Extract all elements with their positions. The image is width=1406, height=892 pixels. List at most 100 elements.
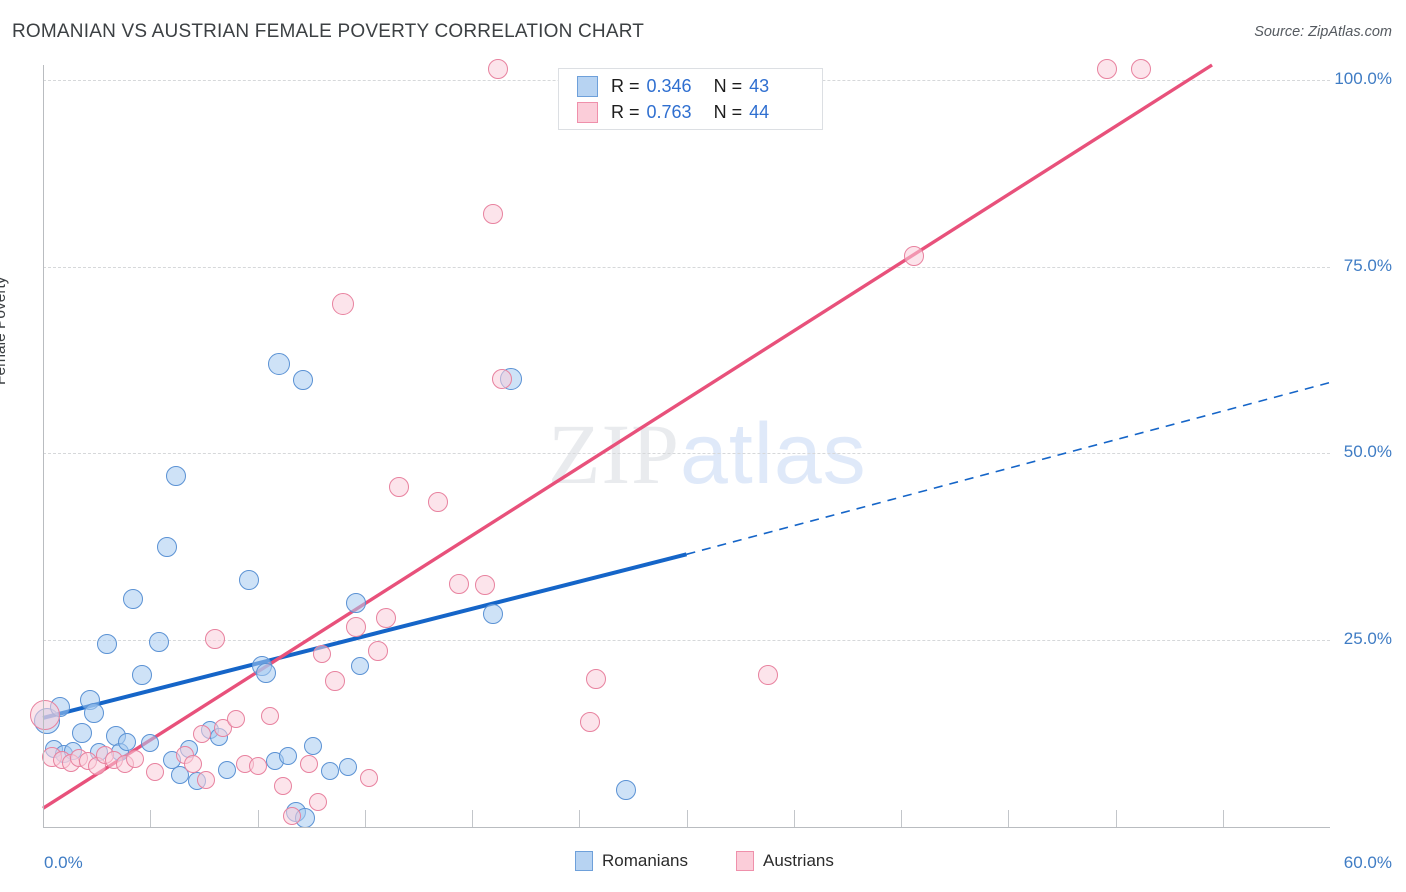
correlation-legend: R = 0.346 N = 43 R = 0.763 N = 44 [558,68,823,130]
data-point-romanians[interactable] [84,702,105,723]
data-point-austrians[interactable] [474,574,495,595]
data-point-austrians[interactable] [1096,58,1117,79]
data-point-austrians[interactable] [346,616,367,637]
series-legend-item-romanians[interactable]: Romanians [575,851,688,871]
legend-r-value-romanians: 0.346 [646,75,692,96]
data-point-romanians[interactable] [346,592,367,613]
data-point-romanians[interactable] [338,758,357,777]
data-point-romanians[interactable] [351,657,370,676]
data-point-austrians[interactable] [586,669,607,690]
data-point-romanians[interactable] [117,732,136,751]
series-swatch-austrians [736,851,754,871]
gridline-75 [43,266,1330,268]
data-point-austrians[interactable] [261,707,280,726]
legend-row-romanians: R = 0.346 N = 43 [577,73,769,99]
data-point-austrians[interactable] [308,793,327,812]
data-point-romanians[interactable] [148,631,169,652]
data-point-austrians[interactable] [227,710,246,729]
x-axis-tick [793,810,795,827]
legend-r-label-austrians: R = [611,101,640,122]
data-point-austrians[interactable] [579,712,600,733]
data-point-austrians[interactable] [312,644,331,663]
x-axis-tick [579,810,581,827]
gridline-50 [43,453,1330,455]
trend-line-austrians [42,63,1213,810]
y-axis-label-75: 75.0% [1343,255,1392,275]
data-point-austrians[interactable] [1131,58,1152,79]
x-axis-tick [1115,810,1117,827]
data-point-romanians[interactable] [292,370,313,391]
data-point-austrians[interactable] [204,628,225,649]
data-point-austrians[interactable] [376,607,397,628]
data-point-romanians[interactable] [97,633,118,654]
data-point-romanians[interactable] [616,779,637,800]
gridline-25 [43,640,1330,642]
y-axis-label-100: 100.0% [1334,68,1392,88]
legend-n-value-austrians: 44 [749,101,770,122]
data-point-romanians[interactable] [267,352,290,375]
x-axis-min-label: 0.0% [44,853,83,872]
data-point-romanians[interactable] [157,536,178,557]
data-point-austrians[interactable] [30,699,61,730]
data-point-austrians[interactable] [360,769,379,788]
data-point-romanians[interactable] [141,733,160,752]
x-axis-tick [901,810,902,827]
legend-n-label-romanians: N = [713,75,743,96]
y-axis-label-25: 25.0% [1343,629,1392,649]
x-axis-tick [150,810,152,827]
series-swatch-romanians [575,851,593,871]
x-axis-tick [472,810,473,827]
data-point-romanians[interactable] [131,665,152,686]
plot-area: ZIPatlas [30,58,1331,829]
series-legend-item-austrians[interactable]: Austrians [736,851,834,871]
x-axis-tick [364,810,366,827]
data-point-romanians[interactable] [483,604,504,625]
data-point-austrians[interactable] [483,204,504,225]
data-point-romanians[interactable] [321,761,340,780]
x-axis-tick [1008,810,1010,827]
data-point-austrians[interactable] [299,755,318,774]
data-point-austrians[interactable] [126,750,145,769]
data-point-austrians[interactable] [449,574,470,595]
data-point-austrians[interactable] [197,770,216,789]
page-title: ROMANIAN VS AUSTRIAN FEMALE POVERTY CORR… [12,21,645,42]
legend-swatch-romanians [577,75,598,97]
data-point-austrians[interactable] [145,762,164,781]
x-axis-tick [1222,810,1224,827]
data-point-austrians[interactable] [903,245,924,266]
legend-r-value-austrians: 0.763 [646,101,692,122]
data-point-romanians[interactable] [238,570,259,591]
series-label-austrians: Austrians [763,851,834,870]
data-point-romanians[interactable] [218,761,237,780]
data-point-austrians[interactable] [427,492,448,513]
legend-swatch-austrians [577,101,598,123]
data-point-austrians[interactable] [332,293,355,316]
x-axis-max-label: 60.0% [1343,853,1392,872]
trend-lines [42,63,1331,810]
data-point-austrians[interactable] [184,754,203,773]
data-point-austrians[interactable] [248,756,267,775]
series-legend: Romanians Austrians [575,851,834,871]
series-label-romanians: Romanians [602,851,688,870]
data-point-romanians[interactable] [123,589,144,610]
data-point-austrians[interactable] [274,776,293,795]
data-point-austrians[interactable] [758,665,778,686]
data-point-austrians[interactable] [487,58,508,79]
data-point-romanians[interactable] [278,747,297,766]
legend-r-label-romanians: R = [611,75,640,96]
data-point-austrians[interactable] [192,725,211,744]
data-point-austrians[interactable] [367,641,388,662]
data-point-romanians[interactable] [256,663,277,684]
data-point-austrians[interactable] [492,368,513,389]
legend-n-value-romanians: 43 [749,75,770,96]
data-point-romanians[interactable] [165,465,186,486]
y-axis-label-50: 50.0% [1343,442,1392,462]
data-point-austrians[interactable] [282,806,301,825]
data-point-romanians[interactable] [304,737,323,756]
data-point-austrians[interactable] [389,477,410,498]
legend-row-austrians: R = 0.763 N = 44 [577,99,769,125]
trend-line-romanians-dashed [686,381,1331,556]
data-point-romanians[interactable] [71,722,92,743]
trend-line-romanians-solid [42,552,687,720]
data-point-austrians[interactable] [324,671,345,692]
